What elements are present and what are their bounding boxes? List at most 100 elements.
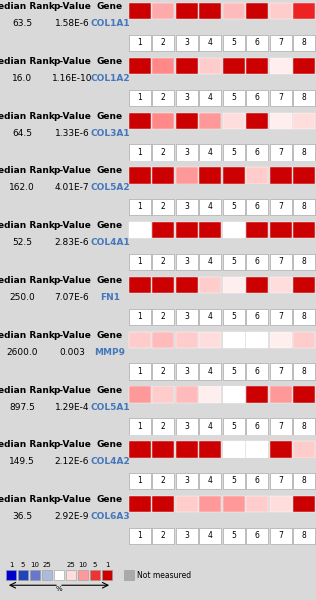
Text: Median Rank: Median Rank bbox=[0, 221, 55, 230]
Text: 8: 8 bbox=[302, 367, 307, 376]
Bar bbox=[246, 496, 268, 512]
Bar bbox=[270, 89, 292, 106]
Bar bbox=[129, 418, 151, 434]
Bar bbox=[246, 58, 268, 74]
Bar bbox=[176, 222, 198, 238]
Text: 6: 6 bbox=[255, 202, 260, 211]
Text: 3: 3 bbox=[184, 422, 189, 431]
Text: 7: 7 bbox=[278, 257, 283, 266]
Bar bbox=[66, 570, 76, 580]
Text: Gene: Gene bbox=[97, 112, 123, 121]
Bar bbox=[176, 496, 198, 512]
Bar bbox=[176, 308, 198, 325]
Text: %: % bbox=[56, 586, 62, 592]
Text: 7: 7 bbox=[278, 422, 283, 431]
Bar bbox=[293, 58, 315, 74]
Bar bbox=[129, 113, 151, 129]
Text: 52.5: 52.5 bbox=[12, 238, 32, 247]
Bar bbox=[199, 386, 221, 403]
Bar bbox=[199, 222, 221, 238]
Text: 2: 2 bbox=[161, 93, 166, 102]
Bar bbox=[270, 473, 292, 489]
Text: Gene: Gene bbox=[97, 440, 123, 449]
Bar bbox=[152, 3, 174, 19]
Text: 4: 4 bbox=[208, 257, 213, 266]
Bar bbox=[293, 308, 315, 325]
Bar bbox=[270, 308, 292, 325]
Bar bbox=[199, 167, 221, 184]
Text: 2: 2 bbox=[161, 367, 166, 376]
Bar bbox=[223, 277, 245, 293]
Text: Median Rank: Median Rank bbox=[0, 331, 55, 340]
Text: p-Value: p-Value bbox=[53, 440, 91, 449]
Bar bbox=[270, 332, 292, 348]
Text: COL1A1: COL1A1 bbox=[90, 19, 130, 28]
Bar bbox=[129, 364, 151, 380]
Bar bbox=[246, 308, 268, 325]
Bar bbox=[270, 277, 292, 293]
Text: 6: 6 bbox=[255, 476, 260, 485]
Text: 897.5: 897.5 bbox=[9, 403, 35, 412]
Bar bbox=[199, 113, 221, 129]
Text: 1: 1 bbox=[137, 148, 142, 157]
Text: 1: 1 bbox=[137, 93, 142, 102]
Text: 1.58E-6: 1.58E-6 bbox=[55, 19, 89, 28]
Text: 3: 3 bbox=[184, 257, 189, 266]
Bar bbox=[270, 167, 292, 184]
Bar bbox=[270, 441, 292, 457]
Bar bbox=[246, 528, 268, 544]
Bar bbox=[223, 332, 245, 348]
Text: 7: 7 bbox=[278, 312, 283, 321]
Bar bbox=[270, 528, 292, 544]
Bar bbox=[246, 332, 268, 348]
Bar bbox=[223, 3, 245, 19]
Text: Median Rank: Median Rank bbox=[0, 57, 55, 66]
Text: 5: 5 bbox=[231, 531, 236, 540]
Bar bbox=[152, 58, 174, 74]
Text: 8: 8 bbox=[302, 202, 307, 211]
Text: 2: 2 bbox=[161, 148, 166, 157]
Bar bbox=[124, 570, 134, 580]
Text: p-Value: p-Value bbox=[53, 276, 91, 285]
Bar bbox=[176, 113, 198, 129]
Text: 7: 7 bbox=[278, 202, 283, 211]
Text: 1: 1 bbox=[9, 562, 13, 568]
Bar bbox=[223, 113, 245, 129]
Text: 7: 7 bbox=[278, 93, 283, 102]
Text: 6: 6 bbox=[255, 367, 260, 376]
Text: 4: 4 bbox=[208, 202, 213, 211]
Text: 3: 3 bbox=[184, 367, 189, 376]
Text: 2.92E-9: 2.92E-9 bbox=[55, 512, 89, 521]
Bar bbox=[246, 113, 268, 129]
Bar bbox=[129, 35, 151, 51]
Bar bbox=[152, 528, 174, 544]
Bar bbox=[152, 89, 174, 106]
Text: 6: 6 bbox=[255, 531, 260, 540]
Bar bbox=[293, 254, 315, 270]
Bar bbox=[293, 199, 315, 215]
Bar bbox=[176, 35, 198, 51]
Bar bbox=[270, 364, 292, 380]
Text: 5: 5 bbox=[231, 257, 236, 266]
Text: 3: 3 bbox=[184, 531, 189, 540]
Bar bbox=[176, 528, 198, 544]
Bar bbox=[270, 254, 292, 270]
Text: 2.83E-6: 2.83E-6 bbox=[55, 238, 89, 247]
Text: 63.5: 63.5 bbox=[12, 19, 32, 28]
Bar bbox=[102, 570, 112, 580]
Text: 1: 1 bbox=[137, 257, 142, 266]
Bar bbox=[129, 496, 151, 512]
Bar bbox=[199, 528, 221, 544]
Text: p-Value: p-Value bbox=[53, 2, 91, 11]
Bar bbox=[246, 3, 268, 19]
Bar bbox=[152, 441, 174, 457]
Bar bbox=[54, 570, 64, 580]
Bar bbox=[199, 277, 221, 293]
Text: 4: 4 bbox=[208, 38, 213, 47]
Text: 5: 5 bbox=[93, 562, 97, 568]
Bar bbox=[246, 144, 268, 161]
Bar bbox=[293, 496, 315, 512]
Bar bbox=[129, 254, 151, 270]
Bar bbox=[152, 199, 174, 215]
Bar bbox=[129, 199, 151, 215]
